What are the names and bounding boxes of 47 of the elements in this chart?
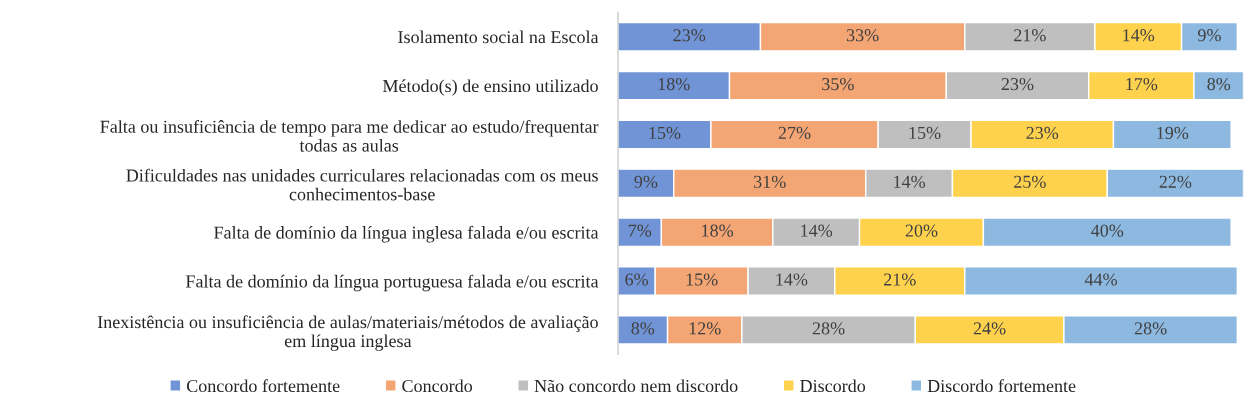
data-label: 14% [776, 273, 808, 286]
data-label: 15% [686, 273, 718, 286]
data-label: 15% [649, 126, 681, 140]
data-label: 27% [778, 126, 811, 140]
data-label: 14% [1123, 29, 1155, 42]
data-label: 20% [905, 224, 938, 237]
legend-label: Concordo fortemente [186, 379, 340, 393]
data-label: 22% [1159, 175, 1192, 188]
data-label: 8% [631, 322, 655, 335]
data-label: 23% [673, 29, 706, 42]
y-tick-label: Método(s) de ensino utilizado [382, 79, 598, 96]
data-label: 24% [973, 322, 1006, 335]
data-label: 15% [909, 126, 941, 140]
data-label: 9% [634, 175, 658, 188]
y-tick-label: Dificuldades nas unidades curriculares relacionadas com os meus conhecimentos-base [126, 168, 598, 201]
legend-label: Discordo fortemente [927, 379, 1076, 393]
legend-label: Discordo [800, 379, 866, 393]
y-tick-label: Falta de domínio da língua portuguesa falada e/ou escrita [185, 274, 599, 292]
y-tick-label: Inexistência ou insuficiência de aulas/materiais/métodos de avaliação em língua inglesa [97, 315, 598, 351]
data-label: 28% [1134, 322, 1167, 335]
data-label: 12% [689, 322, 721, 335]
data-label: 28% [812, 322, 845, 335]
data-label: 23% [1026, 126, 1059, 140]
data-label: 9% [1197, 29, 1221, 42]
y-tick-label: Falta de domínio da língua inglesa falada e/ou escrita [214, 225, 599, 243]
data-label: 17% [1126, 77, 1158, 91]
data-label: 23% [1001, 77, 1034, 91]
y-tick-label: Falta ou insuficiência de tempo para me dedicar ao estudo/frequentar todas as aulas [100, 119, 599, 152]
legend-label: Não concordo nem discordo [534, 379, 738, 393]
data-label: 7% [628, 224, 652, 237]
data-label: 8% [1207, 77, 1231, 91]
data-label: 31% [754, 175, 786, 188]
y-tick-label: Isolamento social na Escola [398, 30, 599, 44]
data-label: 21% [884, 273, 916, 286]
data-label: 19% [1157, 126, 1189, 140]
data-label: 14% [894, 175, 926, 188]
data-label: 6% [625, 273, 649, 286]
data-label: 35% [822, 77, 854, 91]
data-label: 40% [1091, 224, 1124, 237]
data-label: 14% [801, 224, 833, 237]
data-label: 44% [1084, 273, 1117, 286]
data-label: 18% [658, 77, 690, 91]
data-label: 25% [1014, 175, 1046, 188]
legend-label: Concordo [402, 379, 473, 393]
data-label: 33% [846, 29, 879, 42]
data-label: 18% [702, 224, 734, 237]
data-label: 21% [1014, 29, 1046, 42]
